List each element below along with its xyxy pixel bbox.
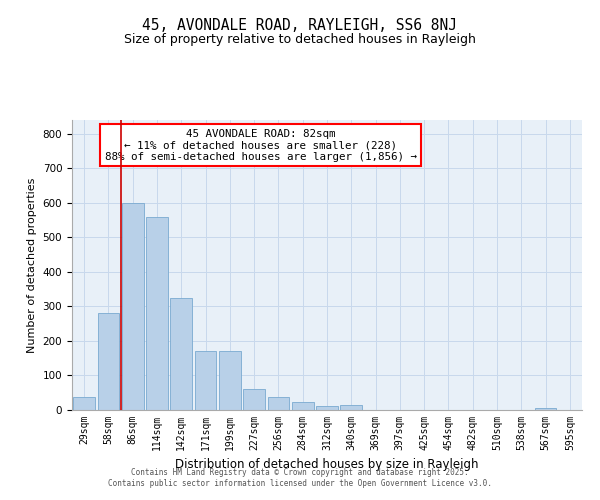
Bar (73, 397, 95, 410)
Bar (292, 402, 314, 410)
Text: Contains HM Land Registry data © Crown copyright and database right 2025.
Contai: Contains HM Land Registry data © Crown c… (108, 468, 492, 487)
Bar (268, 397, 289, 410)
Text: 45 AVONDALE ROAD: 82sqm
← 11% of detached houses are smaller (228)
88% of semi-d: 45 AVONDALE ROAD: 82sqm ← 11% of detache… (104, 128, 416, 162)
Bar (122, 203, 143, 410)
Bar (97, 314, 119, 410)
Text: 45, AVONDALE ROAD, RAYLEIGH, SS6 8NJ: 45, AVONDALE ROAD, RAYLEIGH, SS6 8NJ (143, 18, 458, 32)
X-axis label: Distribution of detached houses by size in Rayleigh: Distribution of detached houses by size … (175, 458, 479, 471)
Bar (316, 406, 338, 410)
Bar (219, 352, 241, 410)
Bar (535, 408, 556, 410)
Bar (340, 405, 362, 410)
Text: Size of property relative to detached houses in Rayleigh: Size of property relative to detached ho… (124, 32, 476, 46)
Y-axis label: Number of detached properties: Number of detached properties (27, 178, 37, 352)
Bar (243, 388, 265, 410)
Bar (146, 216, 168, 410)
Bar (194, 352, 217, 410)
Bar (170, 298, 192, 410)
